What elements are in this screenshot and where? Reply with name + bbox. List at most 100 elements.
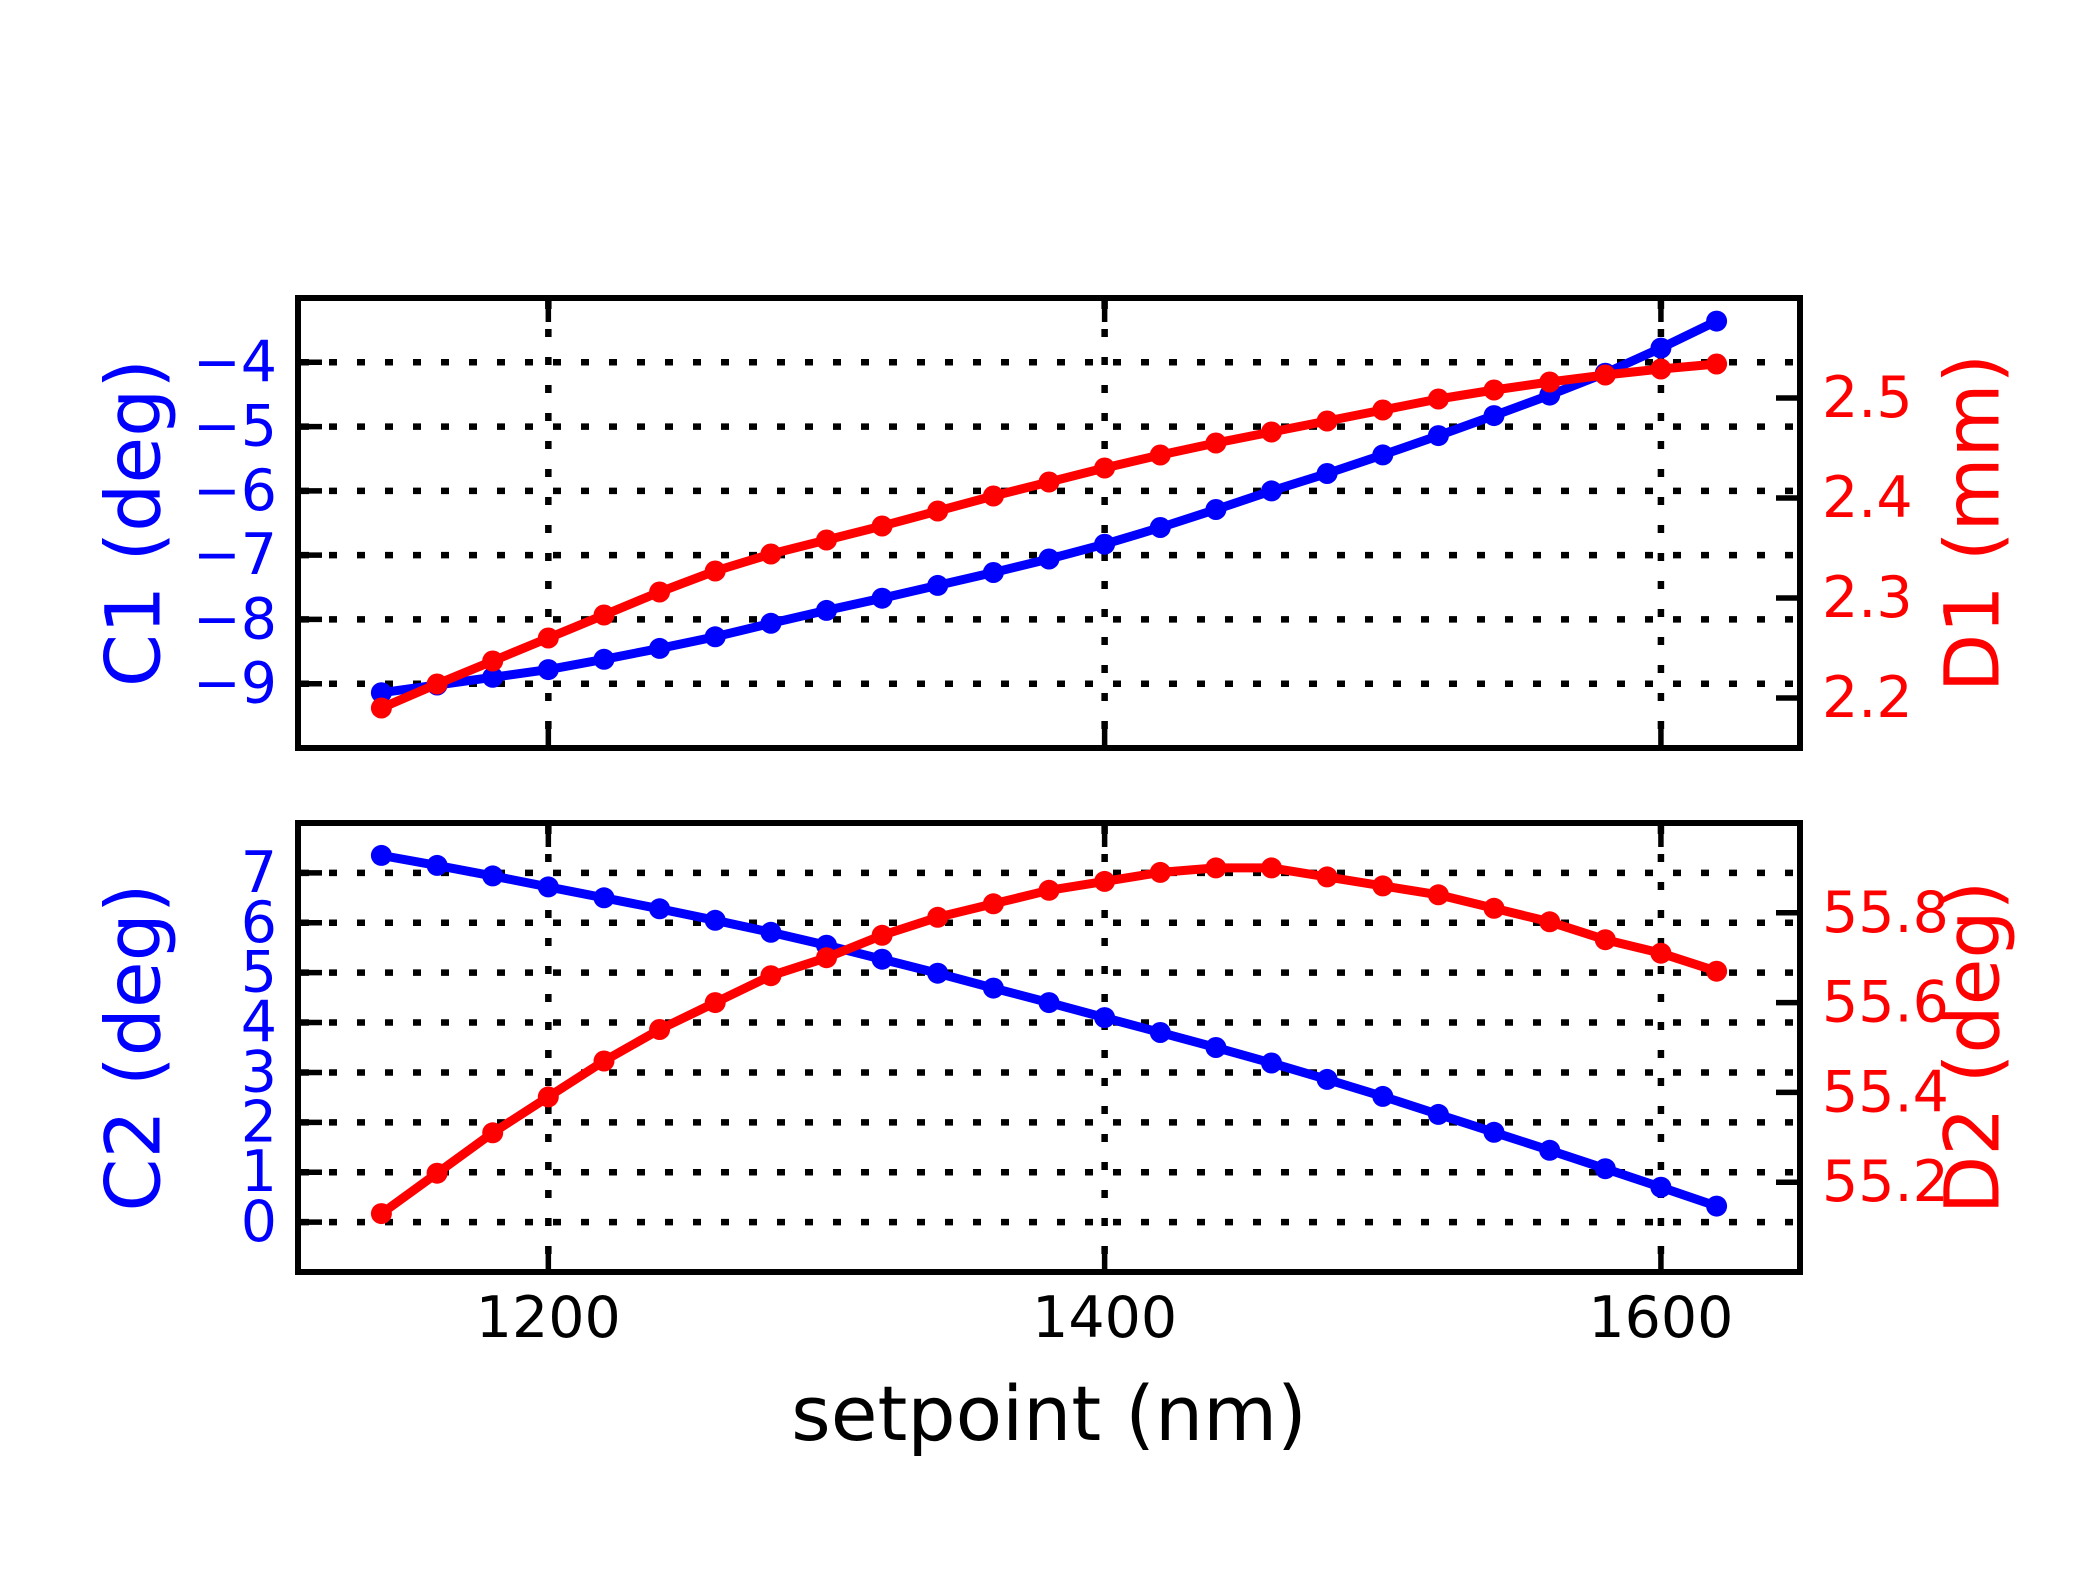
data-point — [1316, 1068, 1338, 1090]
data-point — [982, 977, 1004, 999]
right-y-axis-label: D1 (mm) — [1928, 354, 2017, 692]
data-point — [1706, 1195, 1728, 1217]
data-point — [1261, 480, 1282, 502]
left-tick-label: −9 — [193, 651, 277, 717]
data-point — [1261, 1052, 1282, 1074]
x-axis-label: setpoint (nm) — [791, 1369, 1307, 1458]
series-D2-markers — [370, 857, 1728, 1225]
left-tick-label: 7 — [241, 840, 277, 906]
data-point — [1094, 870, 1116, 892]
right-tick-label: 2.2 — [1822, 665, 1913, 731]
data-point — [982, 485, 1004, 507]
data-point — [482, 666, 504, 688]
right-tick-label: 2.5 — [1822, 365, 1913, 431]
data-point — [871, 948, 893, 970]
data-point — [1205, 1037, 1227, 1058]
data-point — [1427, 884, 1449, 906]
left-y-axis-label: C2 (deg) — [89, 883, 178, 1211]
data-point — [1427, 388, 1449, 410]
data-point — [1149, 517, 1171, 538]
x-tick-label: 1400 — [1032, 1285, 1177, 1351]
plot-background — [298, 298, 1800, 748]
right-tick-label: 55.8 — [1822, 880, 1949, 946]
data-point — [1372, 399, 1394, 421]
data-point — [1261, 421, 1282, 443]
data-point — [1149, 444, 1171, 466]
data-point — [1539, 371, 1561, 393]
data-point — [1483, 897, 1505, 919]
data-point — [1650, 358, 1672, 380]
data-point — [1316, 866, 1338, 888]
x-tick-labels: 1200 1400 1600 — [476, 1285, 1734, 1351]
right-tick-labels: 2.5 2.4 2.3 2.2 — [1822, 365, 1913, 731]
x-tick-label: 1200 — [476, 1285, 621, 1351]
left-tick-label: 6 — [241, 890, 277, 956]
series-D1 — [370, 353, 1728, 719]
data-point — [537, 876, 559, 898]
data-point — [426, 1162, 448, 1184]
data-point — [426, 673, 448, 695]
data-point — [1650, 337, 1672, 359]
data-point — [1372, 444, 1394, 466]
data-point — [704, 560, 726, 582]
data-point — [927, 906, 949, 928]
data-point — [593, 887, 615, 909]
data-point — [1038, 548, 1060, 570]
series-D2 — [370, 857, 1728, 1225]
data-point — [1650, 942, 1672, 964]
left-tick-label: −8 — [193, 586, 277, 652]
data-point — [593, 1050, 615, 1072]
data-point — [871, 587, 893, 609]
right-tick-label: 55.2 — [1822, 1149, 1949, 1215]
right-tick-label: 55.6 — [1822, 970, 1949, 1036]
data-point — [1038, 879, 1060, 901]
data-point — [1372, 875, 1394, 897]
right-tick-label: 55.4 — [1822, 1059, 1949, 1125]
data-point — [927, 574, 949, 596]
data-point — [649, 637, 671, 659]
data-point — [649, 581, 671, 603]
data-point — [1594, 1158, 1616, 1180]
right-y-axis-label: D2 (deg) — [1928, 881, 2017, 1215]
data-point — [871, 924, 893, 946]
data-point — [927, 962, 949, 984]
data-point — [927, 500, 949, 522]
data-point — [760, 965, 782, 987]
data-point — [1205, 432, 1227, 454]
data-point — [871, 515, 893, 537]
data-point — [1094, 457, 1116, 479]
data-point — [1483, 1121, 1505, 1143]
left-tick-label: 3 — [241, 1039, 277, 1105]
right-tick-labels: 55.8 55.6 55.4 55.2 — [1822, 880, 1949, 1215]
data-point — [1205, 857, 1227, 879]
data-point — [982, 893, 1004, 915]
data-point — [1205, 499, 1227, 520]
data-point — [1149, 1022, 1171, 1043]
left-tick-label: 4 — [241, 990, 277, 1056]
left-tick-label: 2 — [241, 1089, 277, 1155]
data-point — [370, 697, 392, 719]
right-tick-label: 2.3 — [1822, 565, 1913, 631]
data-point — [1539, 1139, 1561, 1161]
data-point — [1316, 463, 1338, 484]
data-point — [593, 604, 615, 626]
data-point — [1539, 911, 1561, 933]
data-point — [1706, 960, 1728, 982]
left-tick-labels: −4−5−6−7−8−9 — [193, 329, 277, 716]
data-point — [1038, 471, 1060, 493]
data-point — [1483, 379, 1505, 401]
data-point — [816, 599, 837, 621]
data-point — [649, 1019, 671, 1040]
data-point — [816, 947, 837, 969]
axes-spines — [295, 820, 1803, 1275]
right-tick-label: 2.4 — [1822, 465, 1913, 531]
data-point — [1706, 353, 1728, 375]
data-point — [1594, 364, 1616, 386]
data-point — [704, 626, 726, 648]
tick-marks — [298, 823, 1800, 1272]
data-point — [1706, 310, 1728, 332]
tick-marks — [298, 298, 1800, 748]
left-tick-label: 1 — [241, 1139, 277, 1205]
